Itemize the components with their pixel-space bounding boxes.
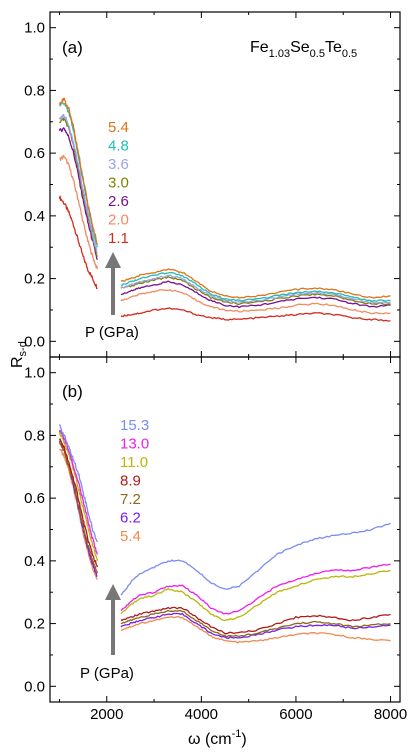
x-tick-label: 4000 [185,706,218,723]
panel-b-series [58,424,391,644]
series-line-6-2-high [120,612,391,639]
y-tick-label: 0.8 [24,427,45,444]
series-line-15-3-high [120,522,391,596]
y-axis-title: Rs-d [9,341,29,368]
series-line-8-9-high [120,606,391,635]
y-tick-label: 0.2 [24,271,45,288]
y-tick-label: 0.6 [24,490,45,507]
legend-entry: 8.9 [120,473,141,490]
series-line-1-1-high [120,307,391,322]
series-line-3-0-low [59,117,98,257]
legend-entry: 4.8 [108,138,129,155]
series-line-3-6-high [120,274,391,304]
panel-a-series [58,97,391,322]
series-line-4-8-high [120,271,391,302]
y-tick-label: 0.6 [24,145,45,162]
panel-b-axes: 0.0 0.2 0.4 0.6 0.8 1.0 2000 4000 6000 8000 [24,357,407,723]
y-tick-label: 1.0 [24,365,45,382]
series-line-13-0-low [58,429,98,555]
series-line-8-9-low [58,438,98,568]
x-tick-label: 8000 [374,706,407,723]
series-line-2-0-high [120,289,391,315]
panel-b-frame [49,356,401,703]
legend-entry: 13.0 [120,436,149,453]
legend-entry: 2.6 [108,193,129,210]
series-line-2-6-low [58,127,98,261]
legend-entry: 3.0 [108,175,129,192]
legend-entry: 5.4 [120,528,141,545]
pressure-label-b: P (GPa) [80,665,134,682]
pressure-label-a: P (GPa) [85,324,139,341]
y-tick-label: 0.2 [24,616,45,633]
y-tick-label: 0.0 [24,678,45,695]
legend-entry: 3.6 [108,156,129,173]
series-line-5-4-high [120,268,391,299]
panel-a-label: (a) [62,38,83,57]
series-line-7-2-high [120,609,391,638]
series-line-3-6-low [58,113,98,254]
series-line-7-2-low [58,441,98,574]
series-line-13-0-high [120,563,391,615]
series-line-11-0-low [58,430,98,562]
series-line-5-4-low [58,97,98,245]
series-line-15-3-low [58,424,98,543]
x-tick-label: 2000 [90,706,123,723]
y-tick-label: 0.0 [24,333,45,350]
series-line-1-1-low [58,195,98,290]
series-line-11-0-high [120,569,391,622]
y-tick-label: 0.4 [24,553,45,570]
y-tick-label: 1.0 [24,20,45,37]
pressure-arrow-a [105,252,121,315]
legend-entry: 11.0 [120,454,148,471]
series-line-3-0-high [120,276,391,306]
legend-entry: 2.0 [108,212,129,229]
x-axis-title: ω (cm-1) [188,728,247,748]
legend-entry: 1.1 [108,230,129,247]
series-line-2-6-high [120,280,391,309]
series-line-2-0-low [59,154,98,270]
compound-formula: Fe1.03Se0.5Te0.5 [250,39,357,60]
legend-entry: 15.3 [120,417,149,434]
panel-b-label: (b) [62,382,83,401]
y-tick-label: 0.8 [24,82,45,99]
y-tick-label: 0.4 [24,208,45,225]
pressure-arrow-b [105,584,121,655]
panel-a-legend: 5.4 4.83.6 3.02.6 2.01.1 [108,119,129,247]
series-line-5-4-high [120,616,391,644]
panel-a: 0.0 0.2 0.4 0.6 0.8 1.0 5.4 4.83.6 3.02.6 2.01.1… [24,11,401,358]
panel-b-legend: 15.3 13.011.0 8.97.2 6.25.4 [120,417,149,545]
legend-entry: 7.2 [120,491,141,508]
legend-entry: 6.2 [120,510,141,527]
x-tick-label: 6000 [279,706,312,723]
legend-entry: 5.4 [108,119,129,136]
panel-a-axes: 0.0 0.2 0.4 0.6 0.8 1.0 [24,12,400,357]
